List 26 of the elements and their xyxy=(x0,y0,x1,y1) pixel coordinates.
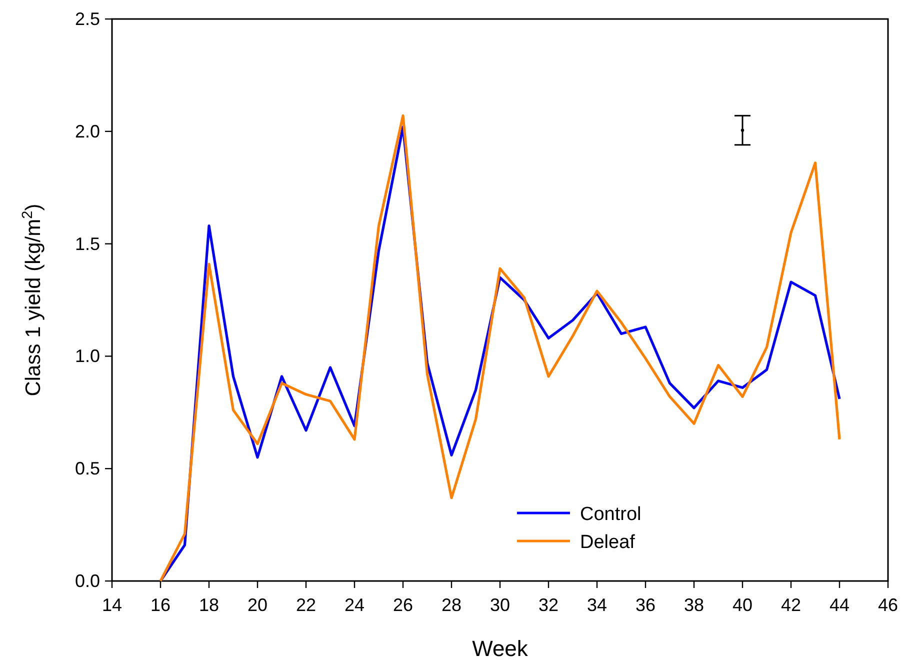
x-tick-label: 16 xyxy=(150,595,171,615)
x-tick-label: 24 xyxy=(344,595,365,615)
y-tick-label: 1.5 xyxy=(74,234,100,254)
x-tick-label: 20 xyxy=(247,595,268,615)
x-tick-label: 32 xyxy=(538,595,559,615)
x-axis-title: Week xyxy=(472,636,529,661)
x-tick-label: 40 xyxy=(732,595,753,615)
x-tick-label: 46 xyxy=(878,595,898,615)
y-tick-label: 1.0 xyxy=(74,346,100,366)
x-tick-label: 36 xyxy=(635,595,656,615)
x-tick-label: 14 xyxy=(102,595,122,615)
x-tick-label: 38 xyxy=(684,595,704,615)
legend-label: Control xyxy=(580,504,642,525)
x-tick-label: 26 xyxy=(392,595,414,615)
x-tick-label: 34 xyxy=(586,595,608,615)
x-tick-label: 42 xyxy=(780,595,802,615)
legend-label: Deleaf xyxy=(580,532,636,553)
x-tick-label: 28 xyxy=(441,595,462,615)
x-tick-label: 22 xyxy=(296,595,316,615)
y-tick-label: 2.5 xyxy=(74,9,100,29)
y-tick-label: 2.0 xyxy=(74,121,100,142)
x-tick-label: 18 xyxy=(198,595,220,615)
y-tick-label: 0.5 xyxy=(74,458,100,479)
x-tick-label: 44 xyxy=(829,595,850,615)
x-tick-label: 30 xyxy=(490,595,510,615)
y-tick-label: 0.0 xyxy=(74,571,100,591)
